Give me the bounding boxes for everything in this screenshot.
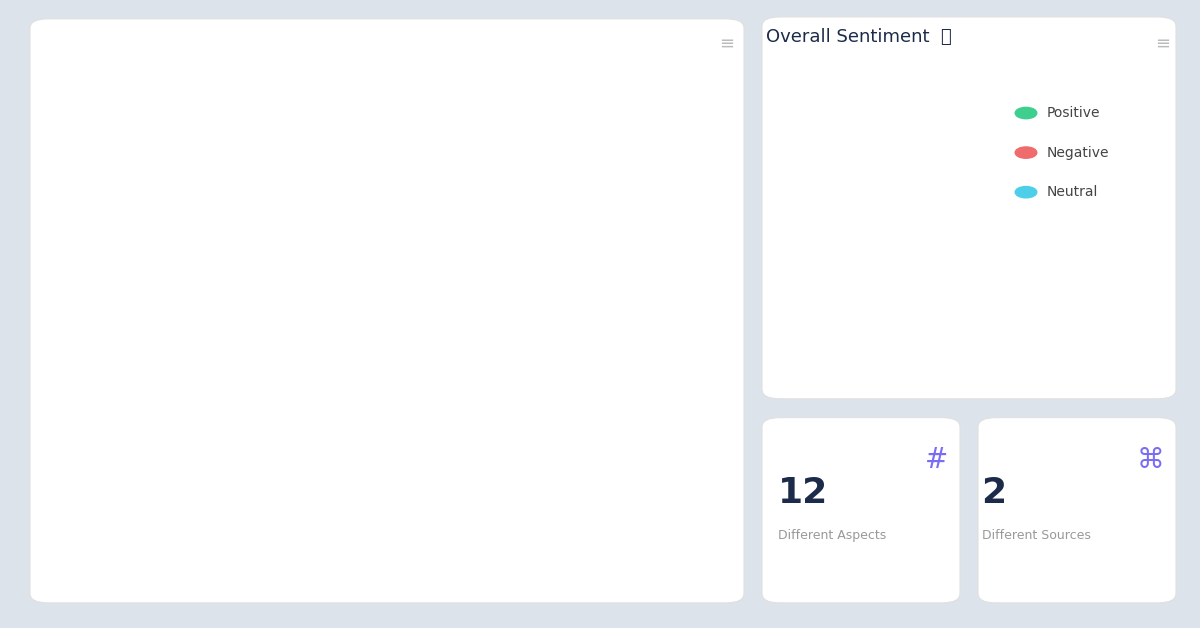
Bar xyxy=(451,539,482,546)
Bar xyxy=(121,309,152,546)
Bar xyxy=(121,215,152,309)
Bar xyxy=(593,539,624,546)
Bar xyxy=(688,539,718,546)
Text: ⌘: ⌘ xyxy=(1136,446,1164,474)
Text: Neutral: Neutral xyxy=(1046,185,1098,199)
Bar xyxy=(404,177,434,185)
Wedge shape xyxy=(827,116,991,298)
Bar xyxy=(688,177,718,373)
Bar xyxy=(216,177,246,185)
Bar xyxy=(593,185,624,539)
Bar xyxy=(640,309,671,546)
Text: #: # xyxy=(925,446,948,474)
Bar xyxy=(74,177,104,185)
Bar xyxy=(263,268,294,546)
Text: 12: 12 xyxy=(778,476,828,510)
Bar xyxy=(593,177,624,185)
Text: Different Sources: Different Sources xyxy=(982,529,1091,541)
Bar xyxy=(404,301,434,546)
Text: ≡: ≡ xyxy=(1154,35,1170,53)
Wedge shape xyxy=(809,116,900,207)
Bar xyxy=(121,185,152,215)
Bar xyxy=(451,185,482,539)
Bar xyxy=(688,373,718,539)
Text: Positive: Positive xyxy=(1046,106,1100,120)
Bar xyxy=(546,539,576,546)
Bar xyxy=(263,185,294,268)
Bar xyxy=(263,177,294,185)
Bar xyxy=(168,185,199,219)
Bar xyxy=(358,181,388,546)
Text: Sentiment Distribution Trend  ⓘ: Sentiment Distribution Trend ⓘ xyxy=(66,55,348,73)
Bar xyxy=(358,177,388,181)
Bar xyxy=(404,185,434,301)
Text: Negative: Negative xyxy=(1046,146,1109,160)
Bar xyxy=(74,185,104,546)
Text: 2: 2 xyxy=(982,476,1007,510)
Text: Overall Sentiment  ⓘ: Overall Sentiment ⓘ xyxy=(766,28,952,46)
Text: ≡: ≡ xyxy=(719,35,734,53)
Text: Different Aspects: Different Aspects xyxy=(778,529,886,541)
Bar xyxy=(168,309,199,546)
Bar xyxy=(310,185,341,268)
Bar xyxy=(498,177,529,185)
Bar xyxy=(216,185,246,546)
Bar xyxy=(451,177,482,185)
Bar xyxy=(640,177,671,298)
Bar xyxy=(546,185,576,539)
Bar xyxy=(168,219,199,309)
Wedge shape xyxy=(809,207,856,261)
Bar xyxy=(310,268,341,546)
Bar xyxy=(498,185,529,539)
Bar xyxy=(640,298,671,309)
Bar xyxy=(498,539,529,546)
Bar xyxy=(310,177,341,185)
Bar xyxy=(546,177,576,185)
